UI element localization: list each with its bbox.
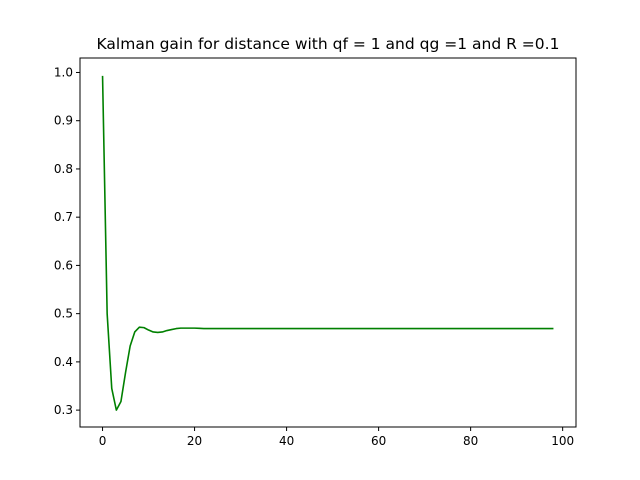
y-tick-label: 0.6 bbox=[54, 258, 73, 272]
x-tick-label: 20 bbox=[187, 434, 202, 448]
y-tick-label: 0.3 bbox=[54, 403, 73, 417]
y-tick-label: 0.8 bbox=[54, 162, 73, 176]
x-tick-label: 60 bbox=[371, 434, 386, 448]
chart-title: Kalman gain for distance with qf = 1 and… bbox=[97, 35, 560, 53]
plot-area bbox=[79, 57, 577, 428]
y-tick-label: 0.9 bbox=[54, 114, 73, 128]
y-axis: 0.3 0.4 0.5 0.6 0.7 0.8 0.9 1.0 bbox=[54, 65, 80, 417]
series-line bbox=[101, 75, 554, 411]
y-tick-label: 0.4 bbox=[54, 355, 73, 369]
series-layer bbox=[101, 75, 554, 411]
x-tick-label: 80 bbox=[463, 434, 478, 448]
plot-frame bbox=[79, 57, 577, 428]
x-tick-label: 0 bbox=[99, 434, 107, 448]
x-tick-label: 100 bbox=[551, 434, 574, 448]
y-tick-label: 0.5 bbox=[54, 307, 73, 321]
y-tick-label: 0.7 bbox=[54, 210, 73, 224]
y-tick-label: 1.0 bbox=[54, 65, 73, 79]
x-axis: 0 20 40 60 80 100 bbox=[99, 427, 574, 448]
x-tick-label: 40 bbox=[279, 434, 294, 448]
